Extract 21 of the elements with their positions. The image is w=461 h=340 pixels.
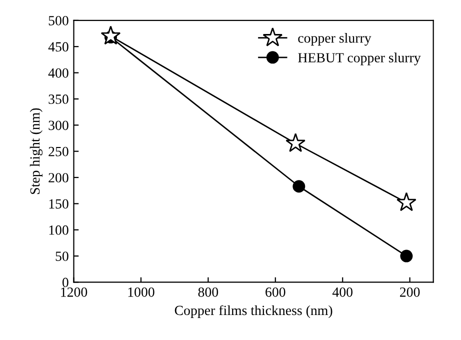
x-tick-label: 1200 (61, 287, 88, 297)
x-tick-label: 800 (198, 287, 218, 297)
x-tick-label: 400 (332, 287, 352, 297)
y-tick-label: 450 (48, 42, 68, 52)
x-tick-label: 600 (266, 287, 286, 297)
y-tick-label: 500 (48, 16, 68, 26)
y-tick-label: 150 (49, 199, 68, 209)
x-axis-title: Copper films thickness (nm) (174, 305, 332, 318)
y-tick-label: 250 (48, 146, 68, 156)
y-tick-label: 0 (62, 278, 68, 288)
x-tick-label: 1000 (128, 287, 154, 297)
y-tick-label: 50 (56, 252, 68, 261)
y-tick-label: 400 (48, 68, 68, 78)
legend-label: HEBUT copper slurry (298, 52, 421, 66)
legend-label: copper slurry (298, 32, 372, 46)
y-axis-title: Step hight (nm) (30, 108, 43, 194)
y-tick-label: 100 (49, 225, 68, 235)
y-tick-label: 200 (48, 173, 68, 182)
y-tick-label: 300 (48, 120, 68, 130)
y-tick-label: 350 (48, 94, 68, 104)
x-tick-label: 200 (400, 287, 420, 297)
